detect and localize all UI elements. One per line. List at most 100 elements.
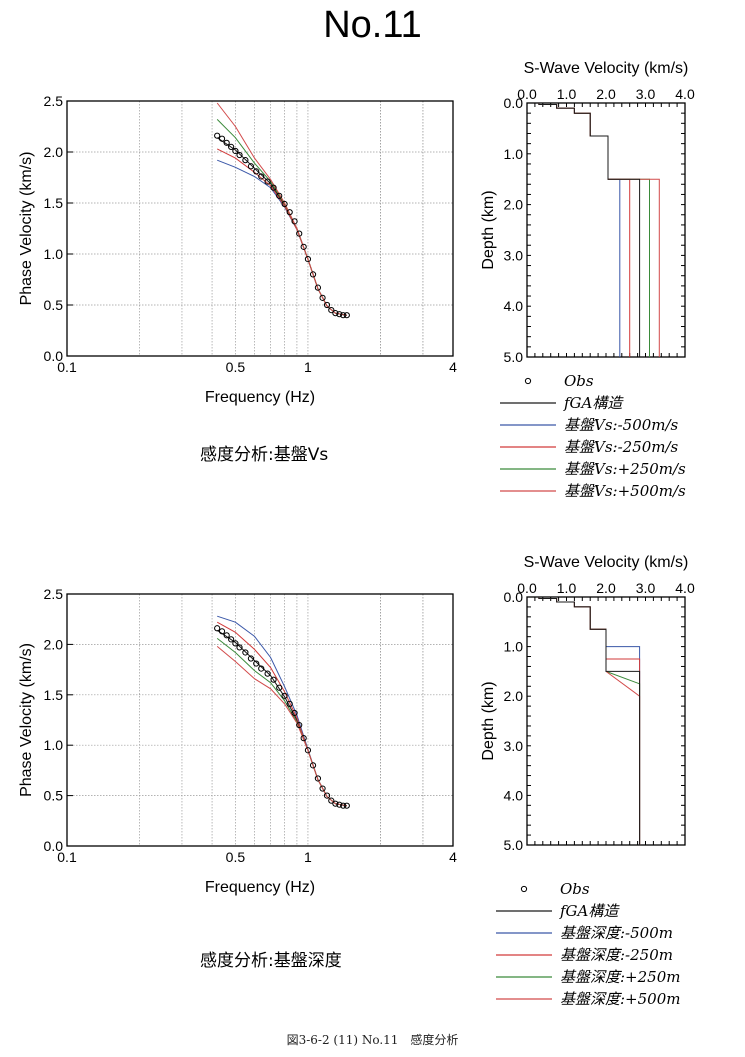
obs-point xyxy=(253,168,260,175)
chart-title: S-Wave Velocity (km/s) xyxy=(524,554,689,571)
y-tick-label: 0.0 xyxy=(504,589,524,605)
y-axis-title: Phase Velocity (km/s) xyxy=(18,152,35,306)
obs-point xyxy=(214,625,221,632)
y-tick-label: 1.0 xyxy=(44,737,64,753)
y-tick-label: 1.5 xyxy=(44,687,64,703)
y-tick-label: 0.0 xyxy=(44,348,64,364)
obs-point xyxy=(286,700,293,707)
obs-point xyxy=(291,218,298,225)
legend-label: Obs xyxy=(560,880,590,898)
vs-profile-line xyxy=(538,103,641,357)
legend-label: 基盤Vs:-500m/s xyxy=(564,416,679,434)
x-tick-label: 3.0 xyxy=(636,580,656,596)
x-axis-title: Frequency (Hz) xyxy=(205,879,315,896)
obs-point xyxy=(276,684,283,691)
obs-point xyxy=(314,284,322,291)
x-tick-label: 0.1 xyxy=(57,359,77,375)
y-tick-label: 5.0 xyxy=(504,349,524,365)
y-tick-label: 2.5 xyxy=(44,586,64,602)
obs-point xyxy=(281,200,288,208)
x-tick-label: 4.0 xyxy=(675,580,695,596)
chart-title: S-Wave Velocity (km/s) xyxy=(524,60,689,77)
obs-point xyxy=(304,256,312,263)
x-tick-label: 4 xyxy=(449,849,457,865)
obs-point xyxy=(336,311,343,318)
legend-label: 基盤深度:+500m xyxy=(560,990,680,1008)
obs-point xyxy=(218,628,226,635)
obs-point xyxy=(319,785,326,792)
obs-point xyxy=(296,721,303,729)
x-tick-label: 3.0 xyxy=(636,86,656,102)
y-tick-label: 3.0 xyxy=(504,738,524,754)
x-tick-label: 1.0 xyxy=(557,86,577,102)
x-tick-label: 2.0 xyxy=(596,580,616,596)
legend-label: 基盤深度:+250m xyxy=(560,968,680,986)
legend-obs-marker xyxy=(520,885,528,893)
obs-point xyxy=(281,692,288,699)
obs-point xyxy=(336,801,343,808)
obs-point xyxy=(258,665,265,672)
plot-frame xyxy=(66,100,454,357)
y-axis-title: Depth (km) xyxy=(480,681,497,760)
obs-point xyxy=(270,676,277,683)
obs-point xyxy=(300,243,307,250)
obs-point xyxy=(296,230,303,237)
x-tick-label: 2.0 xyxy=(596,86,616,102)
legend-label: 基盤深度:-250m xyxy=(560,946,673,964)
obs-point xyxy=(309,762,317,769)
y-tick-label: 3.0 xyxy=(504,247,524,263)
obs-point xyxy=(300,735,307,742)
x-tick-label: 1.0 xyxy=(557,580,577,596)
obs-point xyxy=(264,178,271,185)
y-axis-title: Phase Velocity (km/s) xyxy=(18,643,35,797)
legend-label: fGA構造 xyxy=(559,902,620,920)
y-tick-label: 2.0 xyxy=(44,144,64,160)
y-tick-label: 1.0 xyxy=(44,246,64,262)
obs-point xyxy=(343,802,350,809)
obs-point xyxy=(253,660,260,667)
y-tick-label: 0.0 xyxy=(504,95,524,111)
x-tick-label: 0.0 xyxy=(517,86,537,102)
obs-point xyxy=(236,151,243,159)
obs-point xyxy=(340,802,347,809)
obs-point xyxy=(247,655,255,662)
legend-label: fGA構造 xyxy=(563,394,624,412)
y-tick-label: 5.0 xyxy=(504,837,524,853)
legend-label: Obs xyxy=(564,372,594,390)
obs-point xyxy=(332,310,339,317)
obs-point xyxy=(291,709,298,717)
obs-point xyxy=(328,307,335,314)
x-tick-label: 0.0 xyxy=(517,580,537,596)
obs-point xyxy=(332,800,339,807)
obs-point xyxy=(323,792,331,799)
x-tick-label: 4 xyxy=(449,359,457,375)
legend-label: 基盤深度:-500m xyxy=(560,924,673,942)
x-tick-label: 1 xyxy=(304,849,312,865)
legend-label: 基盤Vs:+250m/s xyxy=(564,460,686,478)
x-tick-label: 1 xyxy=(304,359,312,375)
y-tick-label: 1.0 xyxy=(504,146,524,162)
y-tick-label: 0.5 xyxy=(44,297,64,313)
obs-point xyxy=(309,271,317,278)
x-axis-title: Frequency (Hz) xyxy=(205,389,315,406)
y-tick-label: 1.0 xyxy=(504,639,524,655)
y-tick-label: 1.5 xyxy=(44,195,64,211)
x-tick-label: 0.5 xyxy=(226,359,246,375)
obs-point xyxy=(328,797,335,804)
obs-point xyxy=(276,192,283,199)
obs-point xyxy=(228,143,235,150)
obs-point xyxy=(223,632,230,639)
y-axis-title: Depth (km) xyxy=(480,190,497,269)
legend-label: 基盤Vs:+500m/s xyxy=(564,482,686,500)
x-tick-label: 4.0 xyxy=(675,86,695,102)
obs-point xyxy=(343,312,350,319)
y-tick-label: 0.0 xyxy=(44,838,64,854)
obs-point xyxy=(314,775,322,782)
obs-point xyxy=(232,147,239,155)
y-tick-label: 2.0 xyxy=(504,197,524,213)
